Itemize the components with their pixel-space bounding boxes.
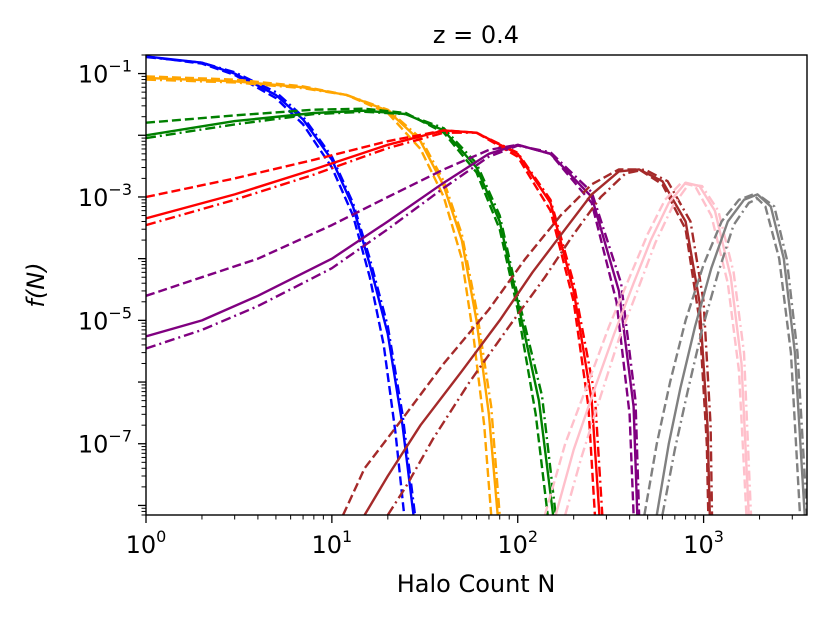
y-tick-label: 10−5	[78, 303, 132, 335]
x-tick-label: 102	[497, 527, 538, 559]
y-tick-label: 10−1	[78, 57, 132, 89]
y-tick-label: 10−3	[78, 180, 132, 212]
series-line-18	[554, 181, 750, 515]
x-axis: 100 101 102 103	[126, 515, 793, 559]
series-line-23	[661, 195, 807, 515]
series-line-7	[146, 107, 549, 515]
x-tick-label: 100	[126, 527, 167, 559]
series-line-15	[363, 168, 711, 515]
series-line-1	[146, 55, 406, 515]
series-line-17	[386, 168, 714, 515]
series-layer	[146, 55, 807, 515]
series-line-14	[146, 144, 641, 515]
series-line-21	[655, 193, 806, 515]
x-axis-label: Halo Count N	[397, 570, 556, 598]
y-axis-label: f(N)	[22, 262, 50, 307]
chart-title: z = 0.4	[433, 21, 519, 49]
x-tick-label: 103	[683, 527, 724, 559]
series-line-20	[564, 183, 753, 515]
series-line-4	[146, 75, 493, 515]
series-line-13	[146, 143, 635, 515]
x-tick-label: 101	[312, 527, 353, 559]
series-line-8	[146, 110, 557, 515]
series-line-10	[146, 129, 597, 515]
y-tick-label: 10−7	[78, 427, 132, 459]
y-axis: 10−1 10−3 10−5 10−7	[78, 54, 146, 516]
series-line-22	[643, 193, 802, 515]
series-line-11	[146, 131, 604, 515]
series-line-12	[146, 143, 639, 515]
series-line-2	[146, 55, 417, 515]
series-line-16	[342, 168, 710, 515]
